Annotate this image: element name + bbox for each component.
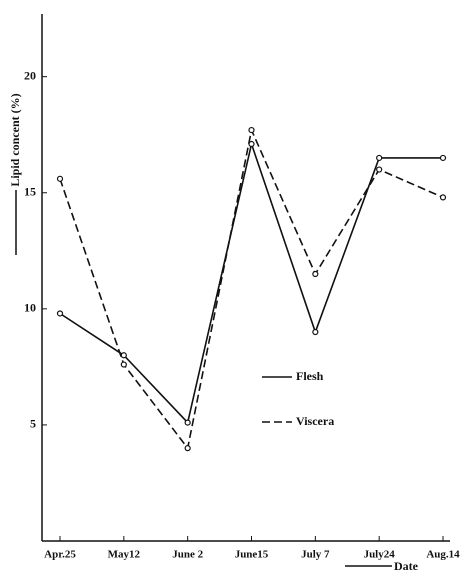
point <box>376 154 383 162</box>
y-axis-label: Lipid concent (%) <box>8 93 22 186</box>
x-tick-label: June15 <box>235 549 269 561</box>
point <box>184 445 191 452</box>
point <box>248 140 255 148</box>
point <box>376 166 383 173</box>
point <box>312 270 319 278</box>
point <box>439 194 447 201</box>
legend-label: Flesh <box>296 369 324 383</box>
x-tick-label: July24 <box>364 549 396 561</box>
point <box>56 310 64 317</box>
point <box>184 419 191 426</box>
point <box>120 361 127 368</box>
series-line <box>59 127 444 451</box>
point <box>56 175 64 182</box>
x-tick-label: May12 <box>108 549 141 561</box>
y-tick-label: 5 <box>30 417 36 431</box>
series-line <box>59 141 443 425</box>
x-tick-label: Aug.14 <box>426 549 460 561</box>
point <box>120 352 127 359</box>
y-tick-label: 20 <box>24 68 36 82</box>
legend-label: Viscera <box>296 414 334 428</box>
x-axis-label: Date <box>394 559 419 573</box>
x-tick-label: July 7 <box>301 549 330 561</box>
x-tick-label: Apr.25 <box>44 549 76 561</box>
point <box>439 154 447 162</box>
x-tick-label: June 2 <box>172 549 203 561</box>
point <box>248 126 255 134</box>
point <box>312 328 319 336</box>
y-tick-label: 15 <box>24 185 36 199</box>
y-tick-label: 10 <box>24 301 36 315</box>
